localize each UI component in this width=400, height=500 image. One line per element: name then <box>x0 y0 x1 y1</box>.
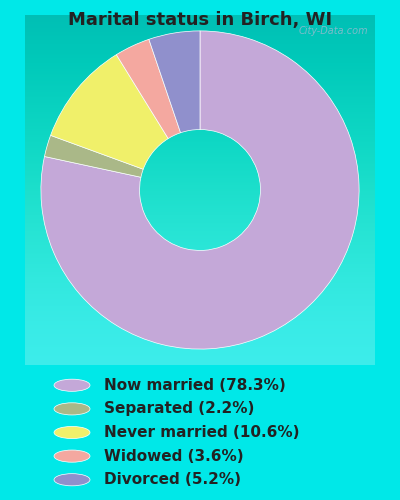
Text: City-Data.com: City-Data.com <box>298 26 368 36</box>
Wedge shape <box>41 31 359 349</box>
Text: Now married (78.3%): Now married (78.3%) <box>104 378 286 393</box>
Wedge shape <box>44 136 143 177</box>
Wedge shape <box>149 31 200 132</box>
Circle shape <box>54 426 90 438</box>
Text: Separated (2.2%): Separated (2.2%) <box>104 402 254 416</box>
Text: Divorced (5.2%): Divorced (5.2%) <box>104 472 241 487</box>
Circle shape <box>54 403 90 415</box>
Text: Widowed (3.6%): Widowed (3.6%) <box>104 448 244 464</box>
Circle shape <box>54 474 90 486</box>
Text: Marital status in Birch, WI: Marital status in Birch, WI <box>68 11 332 29</box>
Wedge shape <box>50 54 168 169</box>
Wedge shape <box>116 40 180 138</box>
Circle shape <box>54 379 90 392</box>
Text: Never married (10.6%): Never married (10.6%) <box>104 425 300 440</box>
Circle shape <box>54 450 90 462</box>
